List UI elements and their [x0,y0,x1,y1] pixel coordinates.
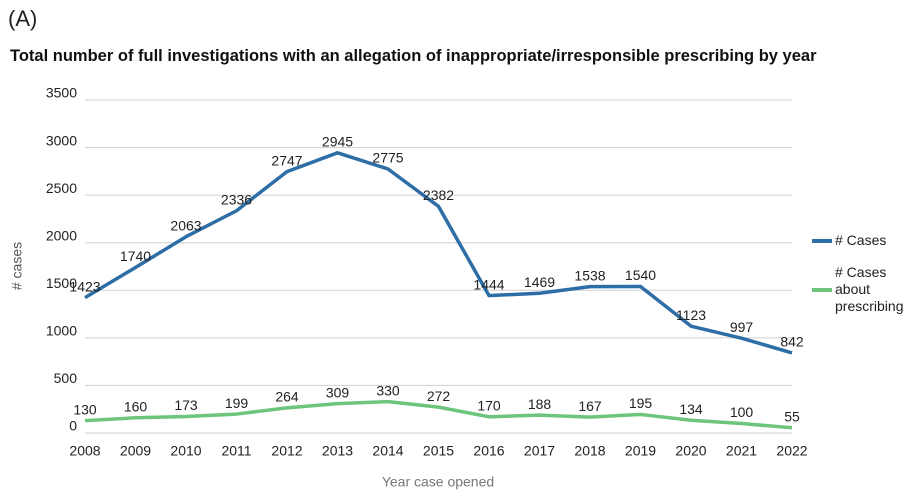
y-tick-label: 0 [69,418,77,434]
data-label: 188 [528,396,552,412]
title-box: Total number of full investigations with… [10,48,817,65]
legend-box: # Cases about prescribing [835,264,904,314]
data-label: 1469 [524,274,555,290]
data-label: 330 [376,382,400,398]
series-line [84,399,793,430]
data-label: 100 [730,404,754,420]
data-label: 1538 [574,267,605,283]
legend-box: # Cases [835,232,887,248]
data-label: 2063 [170,217,201,233]
data-label: 2382 [423,187,454,203]
data-label: 842 [780,334,804,350]
y-tick-label: 3500 [46,85,77,101]
data-label: 1423 [69,278,100,294]
x-tick-label: 2022 [776,443,807,459]
data-label: 173 [174,397,198,413]
data-label: 2945 [322,134,353,150]
data-label: 1123 [676,307,706,323]
y-tick-label: 1000 [46,323,77,339]
x-tick-label: 2017 [524,443,555,459]
data-label: 55 [784,408,800,424]
x-tick-label: 2013 [322,443,353,459]
y-axis-title: # cases [9,242,25,290]
data-label: 1444 [473,276,504,292]
y-tick-label: 1500 [46,275,77,291]
data-label: 160 [124,398,148,414]
x-axis-title: Year case opened [382,474,494,490]
x-tick-label: 2019 [625,443,656,459]
data-label: 195 [629,395,653,411]
data-label: 2336 [221,191,252,207]
x-tick-label: 2011 [221,443,251,459]
x-tick-label: 2021 [726,443,757,459]
y-tick-label: 2500 [46,180,77,196]
y-tick-label: 500 [54,370,78,386]
data-label: 264 [275,389,299,405]
x-tick-label: 2009 [120,443,151,459]
legend-label: # Cases about prescribing [835,264,904,314]
data-label: 167 [578,398,602,414]
data-label: 1540 [625,267,656,283]
x-tick-label: 2020 [675,443,706,459]
chart-title: Total number of full investigations with… [10,48,817,65]
series-line [84,151,793,355]
data-label: 130 [73,401,97,417]
x-tick-label: 2015 [423,443,454,459]
data-label: 997 [730,319,754,335]
data-label: 199 [225,395,249,411]
y-tick-label: 2000 [46,227,77,243]
data-label: 2775 [372,150,403,166]
x-tick-label: 2010 [170,443,201,459]
data-label: 309 [326,384,350,400]
x-tick-label: 2016 [473,443,504,459]
panel-label: (A) [8,6,37,31]
x-tick-label: 2018 [574,443,605,459]
x-tick-label: 2014 [372,443,403,459]
y-tick-label: 3000 [46,132,77,148]
legend-label: # Cases [835,232,887,248]
data-label: 134 [679,401,703,417]
data-label: 170 [477,398,501,414]
x-tick-label: 2012 [271,443,302,459]
data-label: 272 [427,388,451,404]
data-label: 2747 [271,152,302,168]
data-label: 1740 [120,248,151,264]
x-tick-label: 2008 [69,443,100,459]
